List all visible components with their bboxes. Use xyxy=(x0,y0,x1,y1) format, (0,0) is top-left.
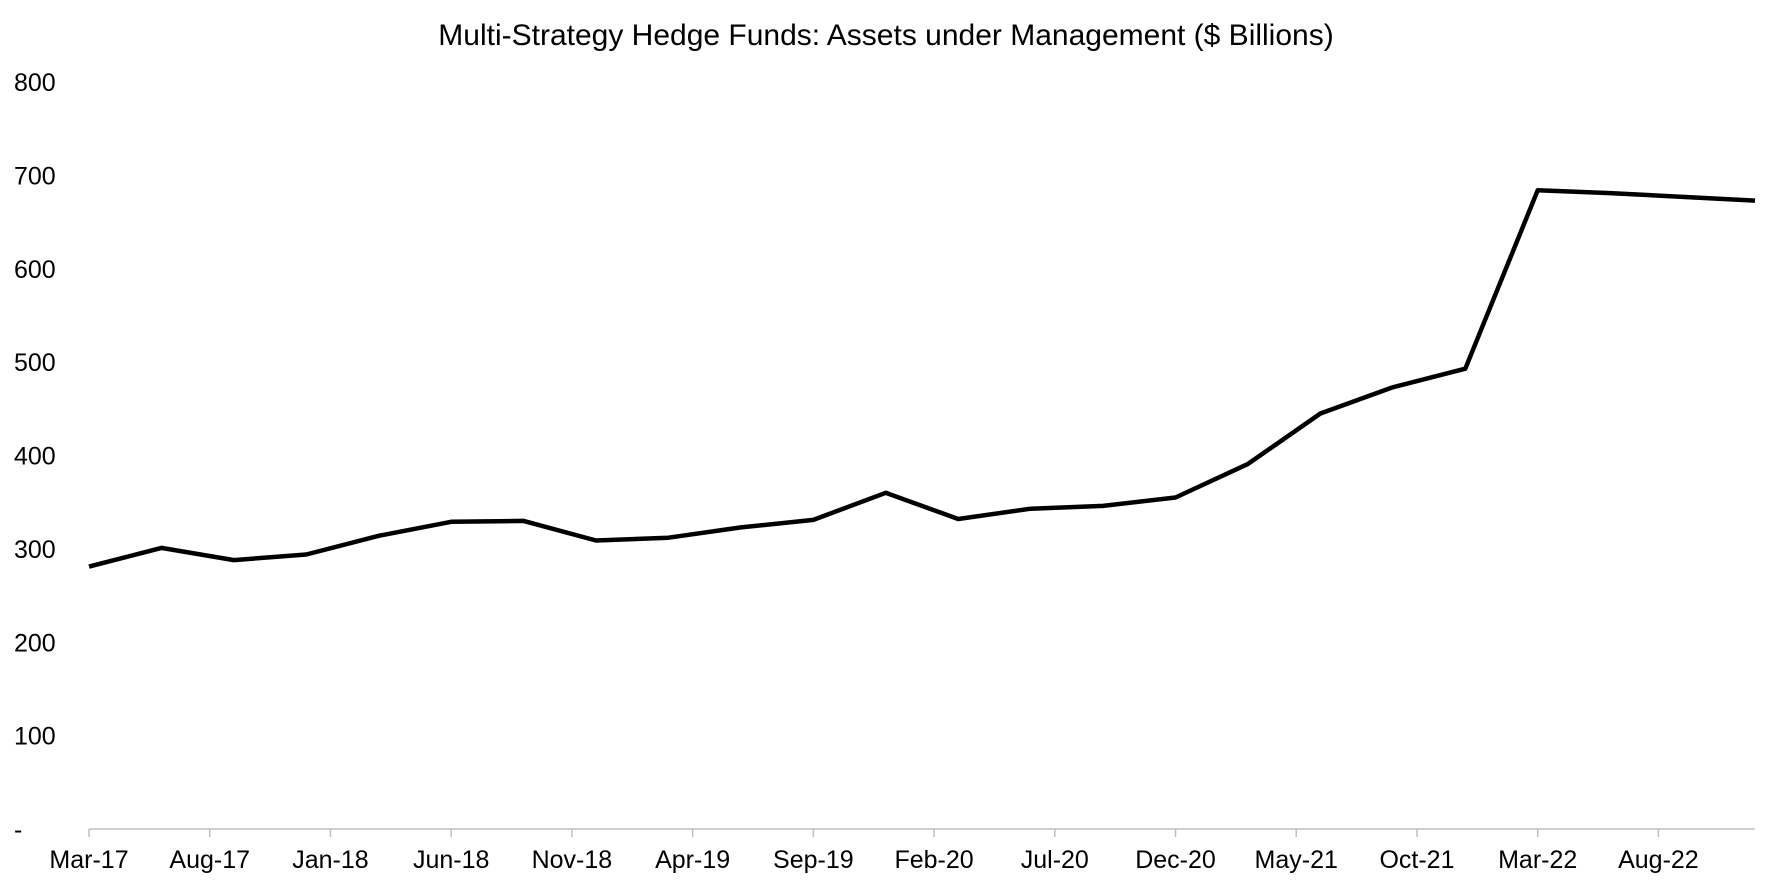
chart-title: Multi-Strategy Hedge Funds: Assets under… xyxy=(438,19,1333,52)
x-tick-label: Apr-19 xyxy=(655,846,730,874)
x-tick-label: May-21 xyxy=(1255,846,1338,874)
x-tick-label: Feb-20 xyxy=(894,846,973,874)
x-tick-label: Aug-22 xyxy=(1618,846,1699,874)
y-tick-label: 200 xyxy=(14,629,56,657)
y-tick-label: 800 xyxy=(14,69,56,97)
x-axis-ticks: Mar-17 Aug-17 Jan-18 Jun-18 Nov-18 Apr-19 Sep-… xyxy=(49,829,1699,874)
y-tick-label: 400 xyxy=(14,443,56,471)
y-axis-ticks: - 100 200 300 400 500 600 700 800 xyxy=(14,69,56,844)
x-tick-label: Dec-20 xyxy=(1135,846,1216,874)
x-tick-label: Sep-19 xyxy=(773,846,854,874)
y-tick-label: - xyxy=(14,816,22,844)
y-tick-label: 600 xyxy=(14,256,56,284)
y-tick-label: 100 xyxy=(14,723,56,751)
aum-series-line xyxy=(88,188,1756,569)
x-tick-label: Jun-18 xyxy=(413,846,489,874)
y-tick-label: 500 xyxy=(14,349,56,377)
x-tick-label: Oct-21 xyxy=(1379,846,1454,874)
x-tick-label: Jan-18 xyxy=(292,846,368,874)
x-tick-label: Aug-17 xyxy=(169,846,250,874)
y-tick-label: 700 xyxy=(14,162,56,190)
y-tick-label: 300 xyxy=(14,536,56,564)
x-tick-label: Mar-22 xyxy=(1498,846,1577,874)
x-tick-label: Mar-17 xyxy=(49,846,128,874)
x-tick-label: Jul-20 xyxy=(1021,846,1089,874)
x-tick-label: Nov-18 xyxy=(532,846,613,874)
